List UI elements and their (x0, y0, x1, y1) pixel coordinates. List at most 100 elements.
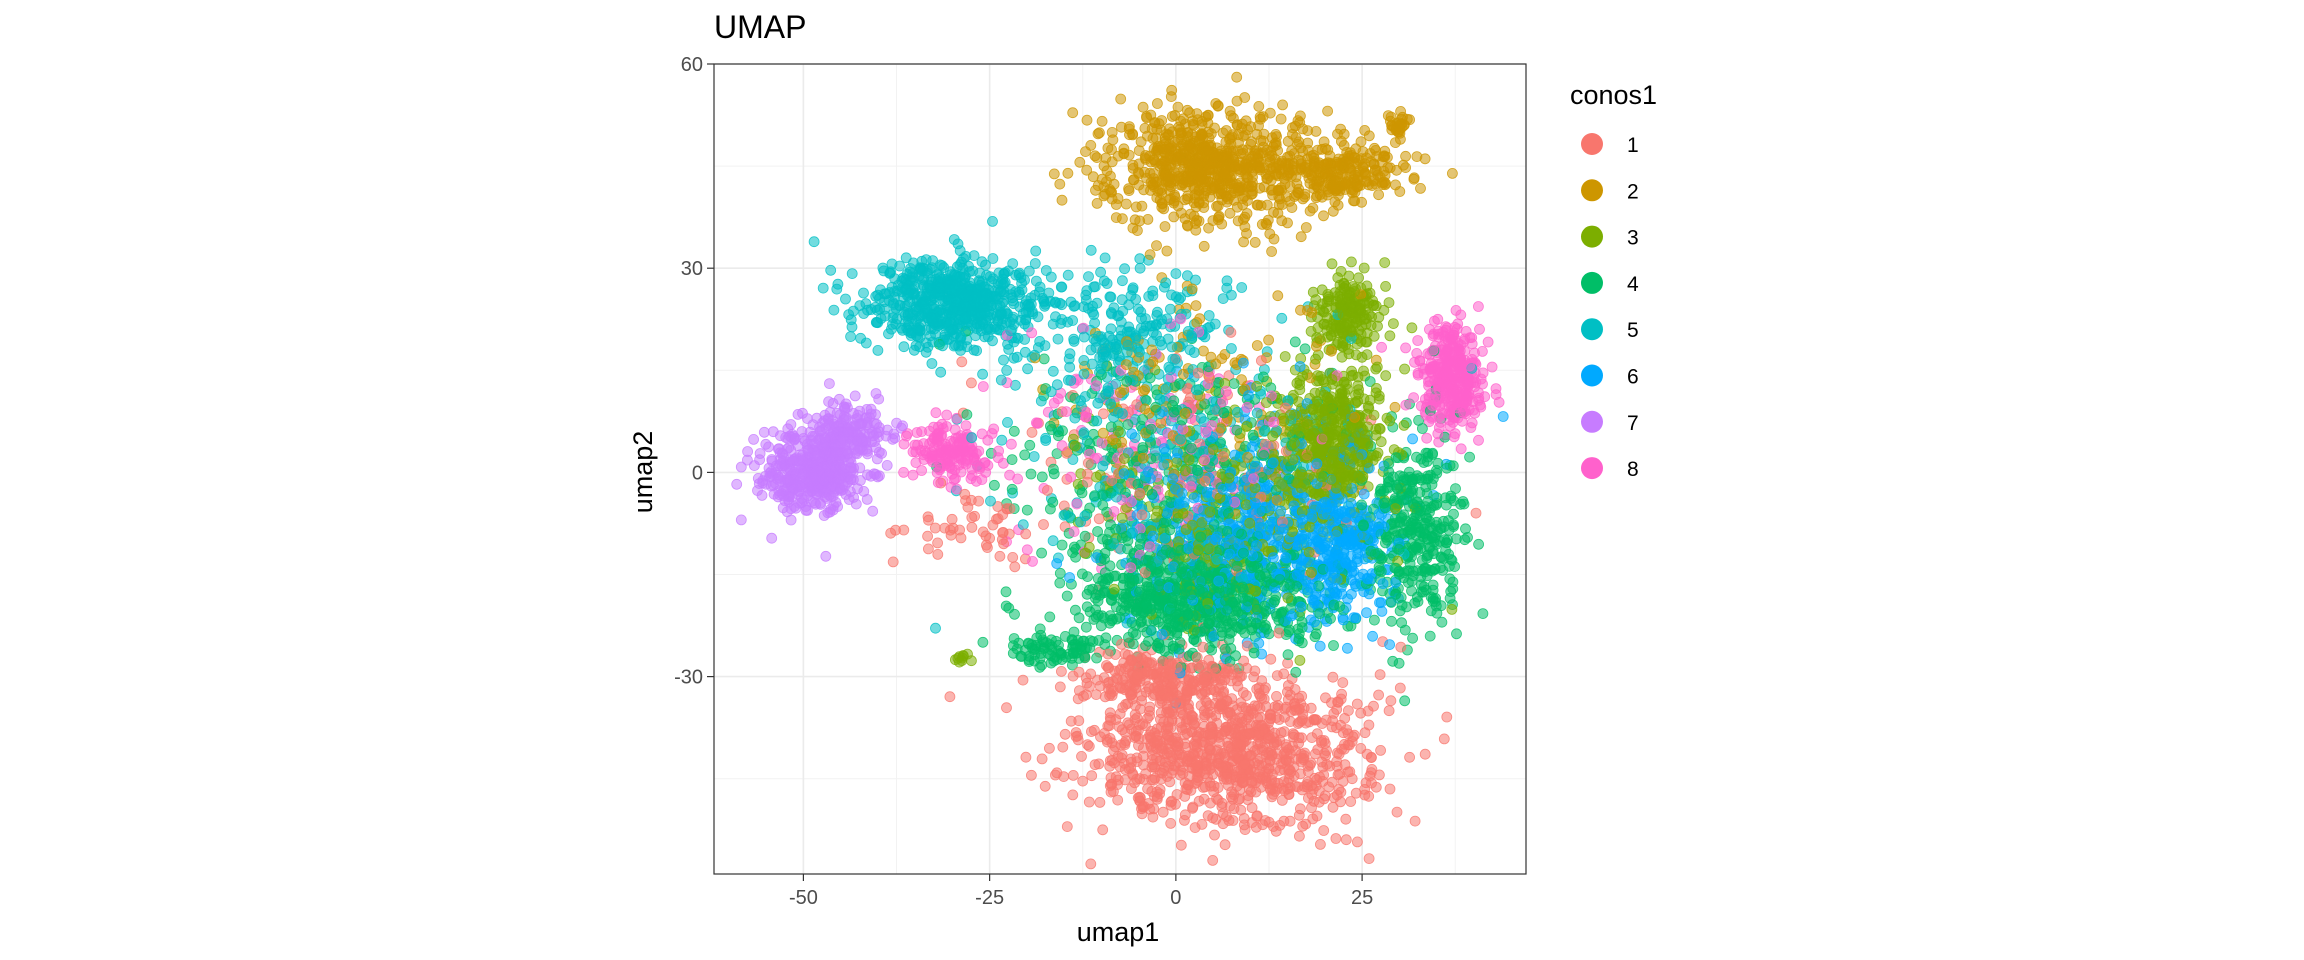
scatter-point-series-2 (1318, 136, 1330, 148)
scatter-point-series-2 (1186, 283, 1198, 295)
scatter-point-series-1 (1020, 751, 1032, 763)
scatter-point-series-5 (1105, 291, 1117, 303)
scatter-point-series-1 (1017, 674, 1029, 686)
scatter-point-series-5 (1083, 271, 1094, 283)
scatter-point-series-1 (1189, 822, 1201, 833)
scatter-point-series-8 (1435, 416, 1446, 428)
scatter-point-series-1 (1058, 500, 1070, 512)
scatter-point-series-1 (1327, 671, 1339, 683)
scatter-point-series-6 (1384, 639, 1395, 650)
scatter-point-series-1 (1085, 668, 1097, 680)
scatter-point-series-4 (1000, 586, 1012, 598)
scatter-point-series-8 (1421, 432, 1433, 444)
scatter-point-series-5 (1092, 397, 1104, 409)
scatter-point-series-7 (760, 438, 772, 450)
scatter-point-series-7 (748, 433, 759, 445)
scatter-point-series-1 (1368, 700, 1379, 712)
scatter-point-series-4 (1282, 649, 1294, 661)
scatter-point-series-1 (1072, 734, 1084, 746)
scatter-point-series-5 (1047, 365, 1059, 377)
scatter-point-series-2 (1300, 222, 1312, 233)
scatter-point-series-1 (946, 513, 958, 525)
scatter-point-series-5 (1029, 258, 1041, 269)
scatter-point-series-2 (1251, 340, 1263, 351)
scatter-point-series-7 (754, 448, 766, 459)
scatter-point-series-2 (1415, 182, 1426, 194)
scatter-point-series-1 (1438, 733, 1450, 745)
scatter-point-series-2 (1203, 222, 1214, 234)
scatter-point-series-1 (1209, 829, 1220, 841)
scatter-point-series-4 (1459, 534, 1471, 546)
scatter-point-series-5 (930, 622, 941, 634)
scatter-point-series-2 (1169, 191, 1181, 203)
scatter-point-series-1 (1249, 665, 1261, 677)
scatter-point-series-3 (1383, 297, 1395, 309)
scatter-point-series-1 (1391, 806, 1403, 818)
scatter-point-series-1 (1330, 833, 1342, 844)
scatter-point-series-5 (808, 236, 820, 248)
scatter-point-series-8 (1477, 345, 1488, 357)
scatter-point-series-1 (932, 537, 943, 549)
scatter-point-series-2 (1277, 99, 1288, 111)
scatter-point-series-4 (1258, 371, 1269, 383)
scatter-point-series-1 (1067, 789, 1079, 801)
scatter-point-series-4 (1047, 496, 1059, 508)
scatter-point-series-7 (824, 378, 835, 390)
scatter-point-series-1 (1271, 691, 1282, 702)
scatter-point-series-1 (1175, 839, 1187, 851)
scatter-point-series-1 (1065, 715, 1077, 727)
scatter-point-series-2 (1249, 236, 1261, 248)
scatter-point-series-5 (1011, 351, 1023, 363)
scatter-point-series-1 (1057, 741, 1069, 753)
scatter-point-series-2 (1253, 101, 1265, 112)
scatter-point-series-1 (1352, 836, 1363, 848)
scatter-point-series-5 (996, 434, 1008, 446)
scatter-point-series-5 (1078, 368, 1090, 380)
scatter-point-series-1 (1384, 783, 1396, 795)
scatter-point-series-5 (1030, 245, 1042, 257)
scatter-point-series-3 (1294, 655, 1306, 666)
scatter-point-series-1 (1404, 751, 1415, 763)
scatter-point-series-8 (1482, 336, 1494, 348)
scatter-point-series-2 (1067, 107, 1079, 119)
scatter-point-series-2 (1096, 115, 1108, 127)
scatter-point-series-3 (1346, 256, 1357, 268)
scatter-point-series-5 (858, 287, 869, 299)
scatter-point-series-4 (1006, 483, 1018, 495)
scatter-point-series-2 (1290, 132, 1302, 143)
scatter-point-series-2 (1152, 98, 1163, 109)
scatter-point-series-1 (1197, 641, 1209, 653)
scatter-point-series-1 (1294, 830, 1305, 842)
scatter-point-series-1 (1343, 705, 1354, 716)
scatter-point-series-4 (1003, 602, 1015, 614)
chart-title: UMAP (714, 9, 806, 45)
scatter-point-series-1 (1225, 326, 1237, 338)
scatter-point-series-7 (749, 460, 760, 472)
scatter-point-series-8 (1108, 506, 1120, 517)
scatter-point-series-7 (850, 498, 862, 510)
scatter-point-series-8 (1493, 396, 1505, 408)
scatter-point-series-4 (1393, 657, 1405, 669)
scatter-point-series-5 (1069, 412, 1081, 424)
scatter-point-series-2 (1310, 192, 1322, 204)
scatter-point-series-7 (897, 420, 908, 432)
scatter-point-series-2 (1390, 137, 1401, 149)
scatter-point-series-1 (885, 527, 897, 539)
scatter-point-series-1 (994, 550, 1006, 562)
scatter-point-series-4 (1097, 499, 1109, 511)
scatter-point-series-1 (947, 522, 959, 534)
scatter-point-series-1 (923, 543, 934, 555)
scatter-point-series-1 (1374, 769, 1385, 781)
scatter-point-series-1 (1419, 748, 1431, 760)
scatter-point-series-7 (766, 532, 778, 544)
scatter-point-series-4 (1451, 628, 1462, 640)
scatter-point-series-1 (1038, 519, 1049, 530)
scatter-point-series-1 (1219, 839, 1231, 851)
scatter-point-series-4 (1084, 438, 1096, 450)
scatter-point-series-4 (1477, 608, 1489, 619)
scatter-point-series-1 (944, 691, 956, 703)
scatter-point-series-5 (985, 495, 996, 507)
scatter-point-series-4 (1396, 617, 1407, 629)
scatter-point-series-5 (1134, 253, 1146, 265)
scatter-point-series-7 (870, 388, 882, 399)
